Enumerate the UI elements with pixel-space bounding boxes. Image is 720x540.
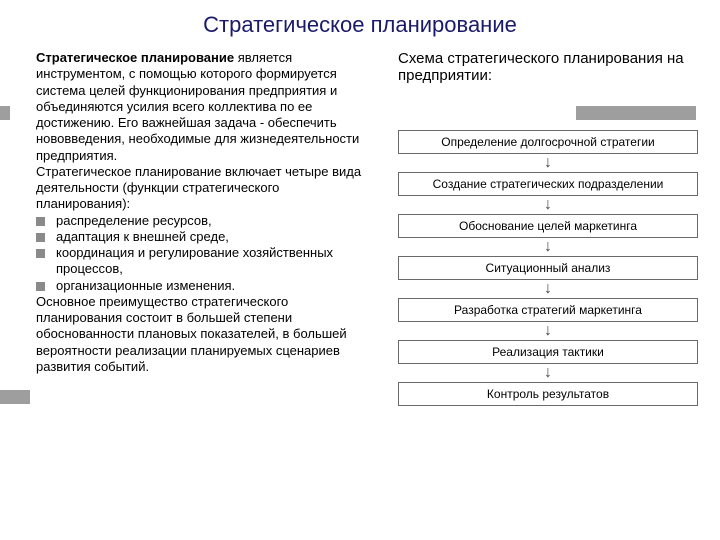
arrow-down-icon: ↓ xyxy=(544,364,552,382)
list-item-label: координация и регулирование хозяйственны… xyxy=(56,245,333,276)
list-item: адаптация к внешней среде, xyxy=(36,229,376,245)
flow-node: Реализация тактики xyxy=(398,340,698,364)
bullet-icon xyxy=(36,217,45,226)
bullet-icon xyxy=(36,282,45,291)
slide: Стратегическое планирование Стратегическ… xyxy=(0,0,720,540)
bullet-icon xyxy=(36,249,45,258)
flow-node: Создание стратегических подразделении xyxy=(398,172,698,196)
arrow-down-icon: ↓ xyxy=(544,238,552,256)
right-column: Схема стратегического планирования на пр… xyxy=(398,50,698,84)
page-title: Стратегическое планирование xyxy=(0,12,720,38)
arrow-down-icon: ↓ xyxy=(544,154,552,172)
flow-heading: Схема стратегического планирования на пр… xyxy=(398,50,698,84)
flow-node: Определение долгосрочной стратегии xyxy=(398,130,698,154)
intro-cont: является инструментом, с помощью которог… xyxy=(36,50,359,163)
functions-list: распределение ресурсов, адаптация к внеш… xyxy=(36,213,376,294)
arrow-down-icon: ↓ xyxy=(544,280,552,298)
flow-node: Обоснование целей маркетинга xyxy=(398,214,698,238)
list-item-label: распределение ресурсов, xyxy=(56,213,212,228)
list-item: координация и регулирование хозяйственны… xyxy=(36,245,376,278)
decor-bar-left xyxy=(0,106,10,120)
list-item-label: адаптация к внешней среде, xyxy=(56,229,229,244)
arrow-down-icon: ↓ xyxy=(544,196,552,214)
left-column: Стратегическое планирование является инс… xyxy=(36,50,376,375)
bullet-icon xyxy=(36,233,45,242)
flowchart: Определение долгосрочной стратегии ↓ Соз… xyxy=(398,130,698,406)
intro-paragraph: Стратегическое планирование является инс… xyxy=(36,50,376,164)
list-item-label: организационные изменения. xyxy=(56,278,235,293)
advantage-paragraph: Основное преимущество стратегического пл… xyxy=(36,294,376,375)
decor-bar-right xyxy=(576,106,696,120)
arrow-down-icon: ↓ xyxy=(544,322,552,340)
functions-intro: Стратегическое планирование включает чет… xyxy=(36,164,376,213)
flow-node: Ситуационный анализ xyxy=(398,256,698,280)
list-item: организационные изменения. xyxy=(36,278,376,294)
list-item: распределение ресурсов, xyxy=(36,213,376,229)
decor-bar-mid xyxy=(0,390,30,404)
flow-node: Контроль результатов xyxy=(398,382,698,406)
flow-node: Разработка стратегий маркетинга xyxy=(398,298,698,322)
intro-lead: Стратегическое планирование xyxy=(36,50,234,65)
